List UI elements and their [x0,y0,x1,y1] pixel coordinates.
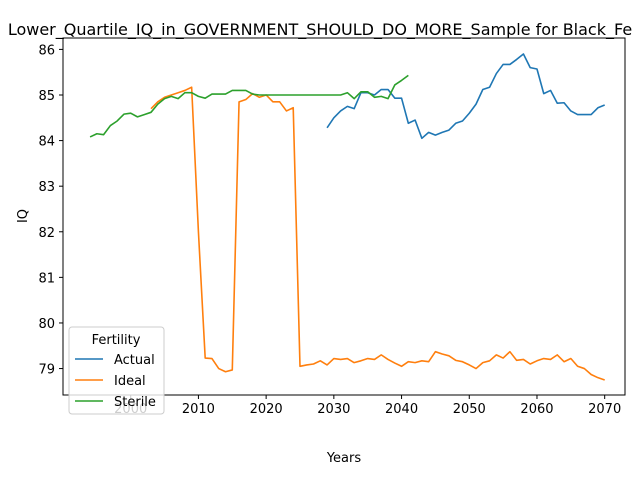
x-axis: 20002010202020302040205020602070 [114,395,621,417]
x-tick-label: 2070 [588,402,621,417]
y-tick-label: 82 [38,226,55,241]
x-tick-label: 2040 [385,402,418,417]
x-tick-label: 2030 [317,402,350,417]
legend-label-ideal: Ideal [114,374,146,389]
series-line-actual [326,53,605,140]
y-tick-label: 85 [38,89,55,104]
legend-title: Fertility [92,333,141,348]
x-tick-label: 2060 [520,402,553,417]
series-layer [89,53,605,381]
y-tick-label: 84 [38,135,55,150]
x-tick-label: 2020 [250,402,283,417]
legend-label-actual: Actual [114,353,155,368]
y-tick-label: 81 [38,271,55,286]
legend: Fertility Actual Ideal Sterile [68,326,165,415]
y-tick-label: 80 [38,317,55,332]
x-tick-label: 2010 [182,402,215,417]
legend-label-sterile: Sterile [114,395,156,410]
y-tick-label: 86 [38,43,55,58]
legend-box [68,326,165,415]
legend-entries: Actual Ideal Sterile [75,353,156,410]
series-line-ideal [150,86,605,381]
x-tick-label: 2050 [453,402,486,417]
chart-title: Lower_Quartile_IQ_in_GOVERNMENT_SHOULD_D… [8,20,632,40]
y-tick-label: 79 [38,363,55,378]
series-line-sterile [89,74,409,138]
y-tick-label: 83 [38,180,55,195]
plot-frame [62,37,626,396]
y-axis-label: IQ [16,209,31,223]
x-axis-label: Years [326,451,362,466]
y-axis: 79 80 81 82 83 84 85 86 [38,43,63,378]
